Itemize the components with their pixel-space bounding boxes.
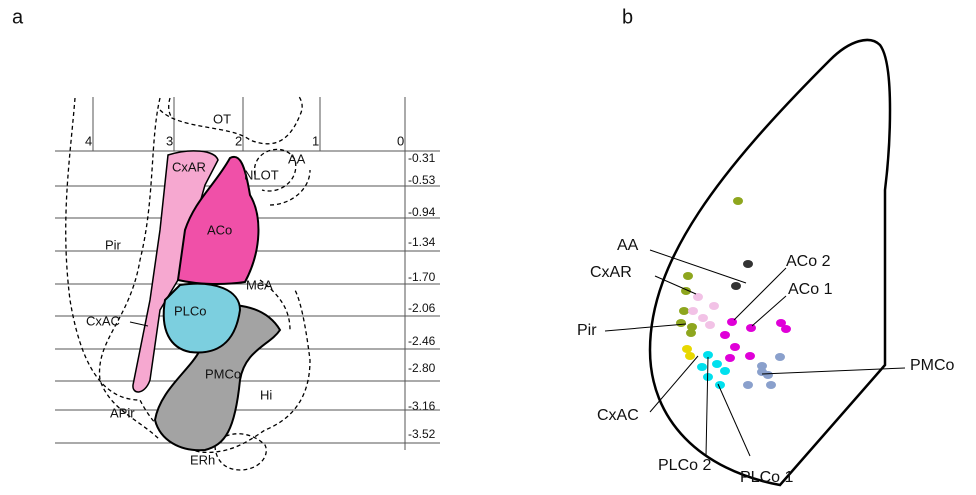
region-label: CxAC (86, 313, 120, 328)
annotation: AA (617, 237, 639, 254)
column-label: 0 (397, 133, 404, 148)
column-label: 4 (85, 133, 92, 148)
panel-label: b (622, 6, 633, 28)
region-label: OT (213, 111, 231, 126)
level-label: -1.34 (408, 235, 436, 249)
panel-label: a (12, 6, 24, 28)
region-label: APir (110, 405, 135, 420)
annotation: CxAC (597, 407, 639, 424)
column-label: 1 (312, 133, 319, 148)
level-label: -3.16 (408, 399, 436, 413)
region-label: MeA (246, 277, 273, 292)
figure: -3.52 -3.16 -2.80 -2.46 -2.06 -1.70 -1.34 -0.94… (0, 0, 976, 490)
annotation: CxAR (590, 264, 632, 281)
annotation: ACo 1 (788, 281, 833, 298)
region-label: PMCo (205, 366, 241, 381)
annotation: PMCo (910, 357, 955, 374)
region-label: CxAR (172, 159, 206, 174)
level-label: -2.06 (408, 301, 436, 315)
region-label: ACo (207, 222, 232, 237)
level-label: -0.94 (408, 205, 436, 219)
region-label: NLOT (244, 167, 279, 182)
region-label: PLCo (174, 303, 207, 318)
annotation: ACo 2 (786, 253, 831, 270)
level-label: -2.46 (408, 334, 436, 348)
region-label: Pir (105, 237, 122, 252)
annotation: PLCo 1 (740, 469, 793, 486)
annotation: Pir (577, 322, 597, 339)
level-label: -2.80 (408, 361, 436, 375)
region-label: ERh (190, 452, 215, 467)
level-label: -3.52 (408, 427, 436, 441)
region-label: Hi (260, 387, 272, 402)
level-label: -1.70 (408, 270, 436, 284)
column-label: 3 (166, 133, 173, 148)
region-label: AA (288, 151, 306, 166)
level-label: -0.31 (408, 151, 436, 165)
annotation: PLCo 2 (658, 457, 711, 474)
level-label: -0.53 (408, 173, 436, 187)
